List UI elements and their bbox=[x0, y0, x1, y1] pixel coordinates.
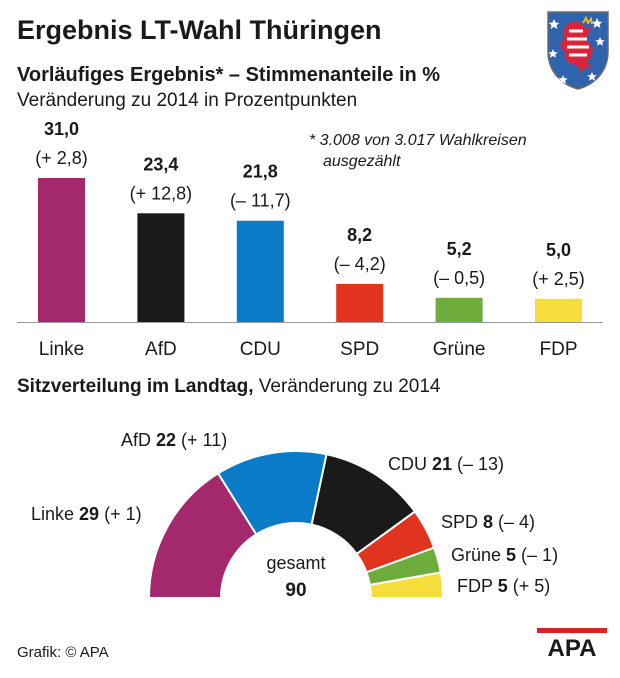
seat-count: 5 bbox=[506, 545, 516, 565]
apa-logo-text: APA bbox=[548, 635, 597, 658]
seat-party-name: CDU bbox=[388, 454, 432, 474]
bar-value-label-5: 5,2 bbox=[447, 239, 472, 259]
category-label-2: AfD bbox=[145, 339, 177, 360]
bar-value-label-1: 31,0 bbox=[44, 119, 79, 139]
seat-label-4: SPD 8 (– 4) bbox=[441, 512, 535, 532]
bar-change-label-6: (+ 2,5) bbox=[532, 269, 585, 289]
category-label-5: Grüne bbox=[433, 339, 486, 360]
category-label-3: CDU bbox=[240, 339, 281, 360]
seats-heading-rest: Veränderung zu 2014 bbox=[253, 376, 441, 397]
seats-heading-bold: Sitzverteilung im Landtag, bbox=[17, 376, 254, 397]
category-label-4: SPD bbox=[340, 339, 379, 360]
footnote: * 3.008 von 3.017 Wahlkreisen ausgezählt bbox=[309, 130, 527, 172]
seat-label-5: Grüne 5 (– 1) bbox=[451, 545, 558, 565]
bar-value-label-4: 8,2 bbox=[347, 225, 372, 245]
seat-change: (– 1) bbox=[516, 545, 558, 565]
bar-change-label-2: (+ 12,8) bbox=[130, 183, 193, 203]
category-label-6: FDP bbox=[540, 339, 578, 360]
seat-count: 21 bbox=[432, 454, 452, 474]
bar-1 bbox=[38, 178, 85, 322]
seat-change: (+ 5) bbox=[508, 576, 551, 596]
seat-party-name: Linke bbox=[31, 504, 79, 524]
bar-change-label-3: (– 11,7) bbox=[230, 191, 291, 211]
coat-of-arms-icon bbox=[547, 11, 609, 90]
credit: Grafik: © APA bbox=[17, 644, 109, 661]
seat-change: (– 13) bbox=[452, 454, 504, 474]
seat-segment-6 bbox=[368, 571, 445, 599]
bar-chart: 31,0 (+ 2,8) Linke 23,4 (+ 12,8) AfD 21,8 (– 11… bbox=[17, 119, 603, 360]
category-label-1: Linke bbox=[39, 339, 84, 360]
seats-heading: Sitzverteilung im Landtag, Veränderung z… bbox=[17, 376, 440, 398]
bar-2 bbox=[137, 213, 185, 322]
bar-5 bbox=[435, 297, 483, 322]
bar-6 bbox=[535, 298, 582, 322]
apa-logo: APA bbox=[537, 628, 607, 658]
seat-chart: Linke 29 (+ 1) AfD 22 (+ 11) CDU 21 (– 13)… bbox=[31, 430, 558, 601]
seat-change: (+ 1) bbox=[99, 504, 142, 524]
seat-label-6: FDP 5 (+ 5) bbox=[457, 576, 550, 596]
chart-subtitle: Vorläufiges Ergebnis* – Stimmenanteile i… bbox=[17, 64, 441, 86]
bar-value-label-2: 23,4 bbox=[143, 154, 178, 174]
seat-count: 22 bbox=[156, 430, 176, 450]
bar-4 bbox=[336, 283, 384, 322]
bar-change-label-4: (– 4,2) bbox=[334, 254, 386, 274]
page-title: Ergebnis LT-Wahl Thüringen bbox=[17, 15, 382, 45]
bar-change-label-5: (– 0,5) bbox=[433, 268, 485, 288]
seat-label-2: AfD 22 (+ 11) bbox=[121, 430, 227, 450]
seat-label-1: Linke 29 (+ 1) bbox=[31, 504, 142, 524]
seat-party-name: Grüne bbox=[451, 545, 506, 565]
bar-3 bbox=[236, 220, 284, 322]
seat-label-3: CDU 21 (– 13) bbox=[388, 454, 504, 474]
seat-total-label: gesamt bbox=[266, 553, 325, 573]
seat-change: (– 4) bbox=[493, 512, 535, 532]
footnote-line-2: ausgezählt bbox=[323, 153, 401, 170]
seat-change: (+ 11) bbox=[176, 430, 227, 450]
seat-party-name: SPD bbox=[441, 512, 483, 532]
seat-party-name: AfD bbox=[121, 430, 156, 450]
bar-value-label-3: 21,8 bbox=[243, 162, 278, 182]
apa-logo-bar bbox=[537, 628, 607, 633]
seat-count: 5 bbox=[498, 576, 508, 596]
footnote-line-1: * 3.008 von 3.017 Wahlkreisen bbox=[309, 132, 527, 149]
seat-total-value: 90 bbox=[285, 580, 306, 601]
bar-change-label-1: (+ 2,8) bbox=[35, 148, 88, 168]
seat-count: 8 bbox=[483, 512, 493, 532]
seat-party-name: FDP bbox=[457, 576, 498, 596]
bar-value-label-6: 5,0 bbox=[546, 240, 571, 260]
chart-subsubtitle: Veränderung zu 2014 in Prozentpunkten bbox=[17, 90, 358, 111]
seat-count: 29 bbox=[79, 504, 99, 524]
